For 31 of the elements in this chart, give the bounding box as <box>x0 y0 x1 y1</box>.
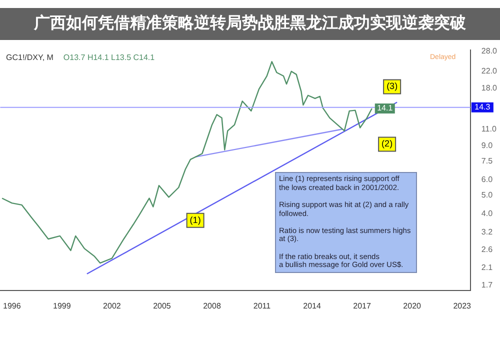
x-tick-label: 2014 <box>303 301 322 310</box>
y-tick-label: 3.2 <box>481 228 494 237</box>
annotation: (2) <box>382 138 393 149</box>
annotation: (3) <box>386 81 398 92</box>
ref-line-label: 14.3 <box>474 102 491 112</box>
x-tick-label: 2017 <box>353 301 372 310</box>
chart-title: 广西如何凭借精准策略逆转局势战胜黑龙江成功实现逆袭突破 <box>0 8 500 40</box>
y-tick-label: 11.0 <box>481 124 497 134</box>
chart-subtitle: GC1!/DXY, M <box>6 53 54 62</box>
y-tick-label: 22.0 <box>481 66 498 76</box>
annotation: O13.7 H14.1 L13.5 C14.1 <box>63 53 155 62</box>
y-tick-label: 28.0 <box>481 46 498 56</box>
y-tick-label: 9.0 <box>481 141 494 150</box>
x-tick-label: 1999 <box>53 301 72 310</box>
x-tick-label: 2020 <box>403 301 422 310</box>
y-tick-label: 7.5 <box>481 156 494 166</box>
x-tick-label: 2005 <box>153 301 172 310</box>
x-tick-label: 2023 <box>453 301 472 310</box>
x-tick-label: 2011 <box>253 301 272 310</box>
y-tick-label: 6.0 <box>481 175 494 184</box>
y-tick-label: 1.7 <box>481 280 494 290</box>
y-tick-label: 18.0 <box>481 83 498 92</box>
y-tick-label: 2.1 <box>481 262 494 272</box>
y-tick-label: 4.0 <box>481 209 494 218</box>
x-tick-label: 2002 <box>103 301 122 310</box>
data-label: 14.1 <box>377 104 394 113</box>
y-tick-label: 2.6 <box>481 245 494 254</box>
y-tick-label: 5.0 <box>481 190 494 200</box>
annotation: (1) <box>190 214 201 225</box>
x-tick-label: 2008 <box>203 301 222 310</box>
x-tick-label: 1996 <box>3 301 22 310</box>
